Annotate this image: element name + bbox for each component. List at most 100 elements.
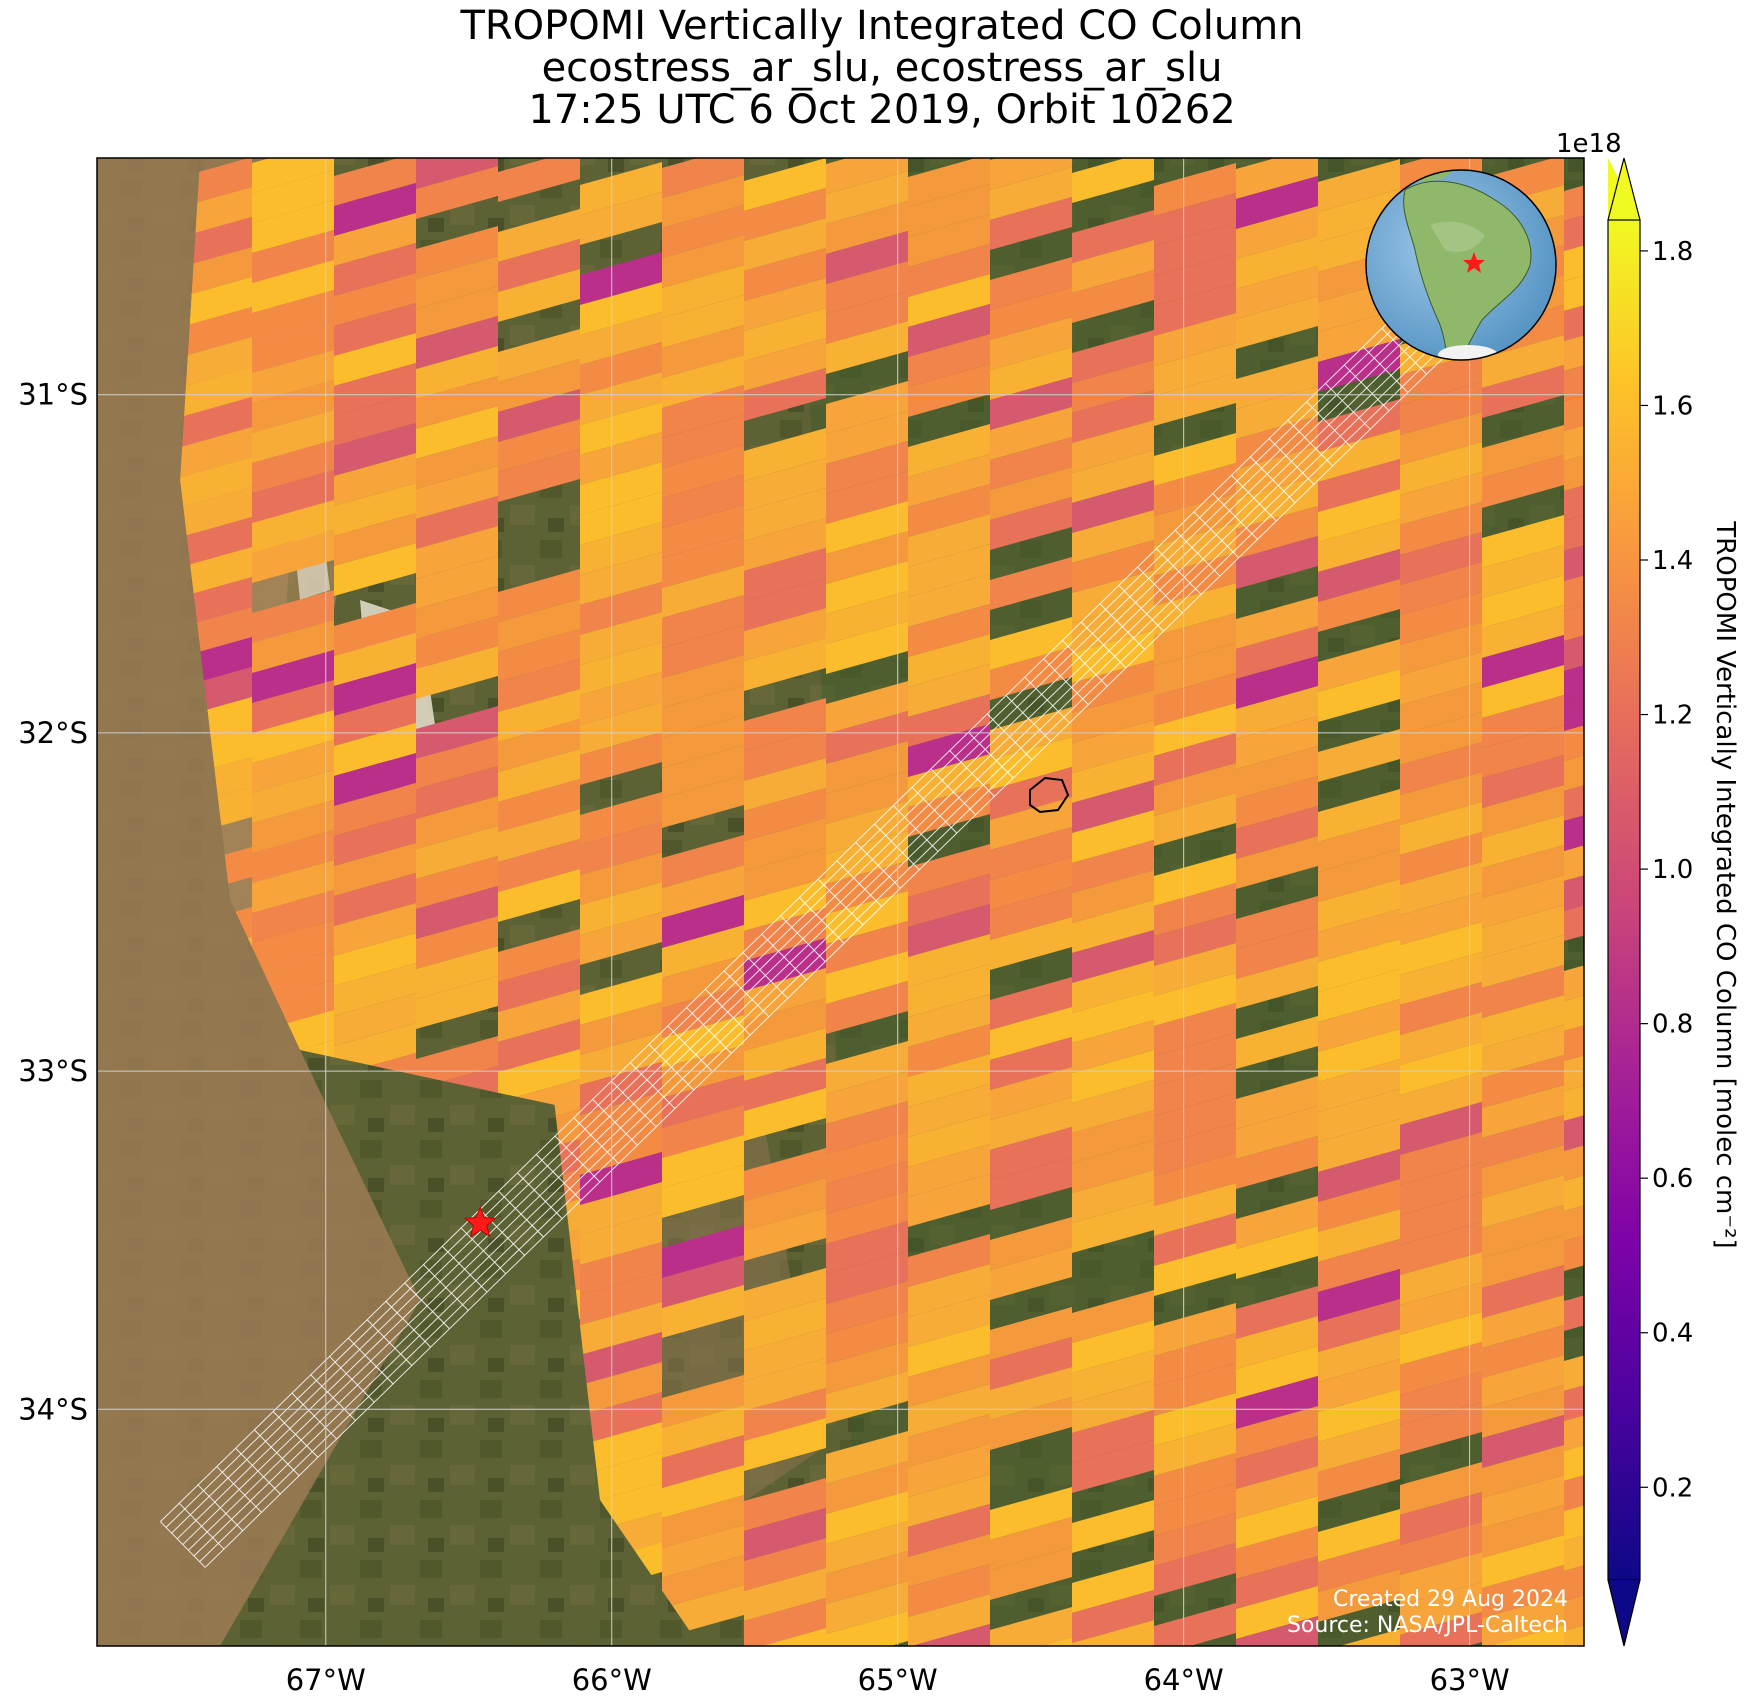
co-pixel — [1646, 421, 1728, 474]
co-pixel — [662, 505, 744, 558]
co-pixel — [252, 200, 334, 253]
co-pixel — [1318, 159, 1400, 212]
co-pixel — [908, 424, 990, 477]
co-pixel — [908, 544, 990, 597]
co-pixel — [1318, 729, 1400, 782]
title-line-3: 17:25 UTC 6 Oct 2019, Orbit 10262 — [528, 87, 1236, 133]
co-pixel — [761, 1628, 826, 1646]
co-pixel — [1318, 429, 1400, 482]
co-pixel — [1318, 789, 1400, 842]
co-pixel — [662, 895, 744, 948]
co-pixel — [1154, 223, 1236, 276]
co-pixel — [1236, 1016, 1318, 1069]
co-pixel — [990, 167, 1072, 220]
co-pixel — [498, 629, 580, 682]
co-pixel — [1236, 1346, 1318, 1399]
co-pixel — [1154, 1543, 1236, 1596]
co-pixel — [1646, 1501, 1728, 1554]
co-pixel — [662, 595, 744, 648]
co-pixel — [1318, 1119, 1400, 1172]
co-pixel — [1072, 390, 1154, 443]
co-pixel — [334, 843, 416, 896]
co-pixel — [1564, 1085, 1584, 1121]
co-pixel — [580, 1302, 662, 1355]
co-pixel — [662, 1435, 744, 1488]
co-pixel — [662, 655, 744, 708]
co-pixel — [1154, 1243, 1236, 1296]
co-pixel — [580, 642, 662, 695]
co-pixel — [744, 1568, 826, 1621]
co-pixel — [990, 1007, 1072, 1060]
co-pixel — [1400, 502, 1482, 555]
co-pixel — [1482, 545, 1564, 598]
co-pixel — [1318, 939, 1400, 992]
co-pixel — [580, 312, 662, 365]
co-pixel — [826, 171, 908, 224]
co-pixel — [1236, 1556, 1318, 1609]
co-pixel — [1072, 870, 1154, 923]
colorbar-tick-label: 0.4 — [1652, 1319, 1693, 1349]
co-pixel — [1728, 1514, 1764, 1567]
co-pixel — [990, 317, 1072, 370]
co-pixel — [1072, 480, 1154, 533]
co-pixel — [334, 333, 416, 386]
co-pixel — [1728, 284, 1764, 337]
co-pixel — [1236, 1526, 1318, 1579]
co-pixel — [498, 389, 580, 442]
co-pixel — [1728, 224, 1764, 277]
co-pixel — [662, 715, 744, 768]
co-pixel — [580, 1212, 662, 1265]
co-pixel — [252, 410, 334, 463]
co-pixel — [252, 170, 334, 223]
co-pixel — [1564, 1625, 1584, 1646]
co-pixel — [1564, 1115, 1584, 1151]
co-pixel — [1154, 913, 1236, 966]
co-pixel — [908, 904, 990, 957]
co-pixel — [1318, 1059, 1400, 1112]
co-pixel — [1236, 386, 1318, 439]
co-pixel — [662, 158, 744, 198]
co-pixel — [1236, 656, 1318, 709]
co-pixel — [580, 402, 662, 455]
co-pixel — [1154, 1423, 1236, 1476]
co-pixel — [990, 917, 1072, 970]
co-pixel — [826, 1341, 908, 1394]
co-pixel — [662, 1075, 744, 1128]
co-pixel — [580, 612, 662, 665]
co-pixel — [580, 432, 662, 485]
co-pixel — [1072, 1200, 1154, 1253]
co-pixel — [990, 827, 1072, 880]
co-pixel — [1072, 900, 1154, 953]
colorbar-tick-label: 0.6 — [1652, 1164, 1693, 1194]
co-pixel — [1236, 686, 1318, 739]
co-pixel — [1564, 725, 1584, 761]
co-pixel — [1154, 1003, 1236, 1056]
co-pixel — [1154, 283, 1236, 336]
co-pixel — [908, 724, 990, 777]
co-pixel — [1646, 1561, 1728, 1614]
co-pixel — [662, 565, 744, 618]
co-pixel — [170, 337, 252, 390]
co-pixel — [1072, 1350, 1154, 1403]
co-pixel — [1154, 1213, 1236, 1266]
co-pixel — [908, 1264, 990, 1317]
co-pixel — [1318, 879, 1400, 932]
co-pixel — [1564, 995, 1584, 1031]
co-pixel — [416, 466, 498, 519]
co-pixel — [1072, 158, 1154, 203]
co-pixel — [1072, 930, 1154, 983]
co-pixel — [1482, 845, 1564, 898]
co-pixel — [1154, 163, 1236, 216]
co-pixel — [744, 1538, 826, 1591]
co-pixel — [826, 1551, 908, 1604]
co-pixel — [990, 1247, 1072, 1300]
co-pixel — [990, 407, 1072, 460]
co-pixel — [1072, 1080, 1154, 1133]
co-pixel — [662, 235, 744, 288]
co-pixel — [908, 484, 990, 537]
co-pixel — [826, 471, 908, 524]
co-pixel — [1318, 1239, 1400, 1292]
co-pixel — [1564, 1235, 1584, 1271]
co-pixel — [908, 844, 990, 897]
